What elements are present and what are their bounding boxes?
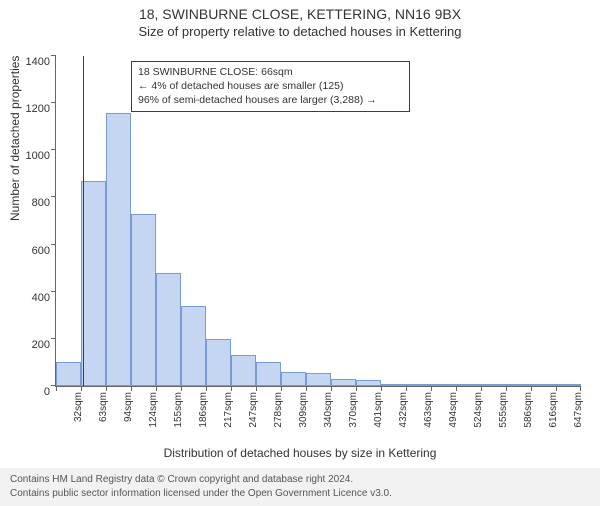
y-tick-mark <box>51 55 56 56</box>
x-tick-mark <box>281 386 282 391</box>
histogram-bar <box>356 380 381 386</box>
x-tick-label: 401sqm <box>373 392 384 428</box>
y-tick-label: 1200 <box>26 103 56 115</box>
y-tick-label: 400 <box>32 292 56 304</box>
y-tick-label: 1000 <box>26 150 56 162</box>
histogram-bar <box>81 181 106 386</box>
histogram-bar <box>506 384 531 386</box>
x-tick-mark <box>206 386 207 391</box>
y-tick-mark <box>51 291 56 292</box>
x-tick-label: 278sqm <box>273 392 284 428</box>
x-tick-label: 524sqm <box>473 392 484 428</box>
y-axis-label: Number of detached properties <box>8 56 22 221</box>
x-tick-label: 432sqm <box>398 392 409 428</box>
x-tick-label: 370sqm <box>348 392 359 428</box>
x-tick-mark <box>431 386 432 391</box>
y-tick-mark <box>51 102 56 103</box>
x-tick-mark <box>231 386 232 391</box>
annotation-box: 18 SWINBURNE CLOSE: 66sqm ← 4% of detach… <box>131 61 410 112</box>
histogram-bar <box>381 384 406 386</box>
y-tick-label: 200 <box>32 339 56 351</box>
x-tick-mark <box>306 386 307 391</box>
x-tick-mark <box>381 386 382 391</box>
x-tick-label: 186sqm <box>198 392 209 428</box>
histogram-bar <box>331 379 356 386</box>
x-tick-label: 647sqm <box>573 392 584 428</box>
chart-container: 18, SWINBURNE CLOSE, KETTERING, NN16 9BX… <box>0 6 600 506</box>
plot-area: 18 SWINBURNE CLOSE: 66sqm ← 4% of detach… <box>55 56 581 387</box>
y-tick-label: 800 <box>32 197 56 209</box>
x-tick-mark <box>156 386 157 391</box>
annotation-line-3: 96% of semi-detached houses are larger (… <box>138 93 403 107</box>
x-tick-label: 309sqm <box>298 392 309 428</box>
y-tick-mark <box>51 338 56 339</box>
histogram-bar <box>231 355 256 386</box>
footer-line-1: Contains HM Land Registry data © Crown c… <box>10 473 590 487</box>
histogram-bar <box>531 384 556 386</box>
x-tick-label: 63sqm <box>98 392 109 422</box>
annotation-line-1: 18 SWINBURNE CLOSE: 66sqm <box>138 65 403 79</box>
x-tick-mark <box>81 386 82 391</box>
histogram-bar <box>206 339 231 386</box>
x-tick-mark <box>181 386 182 391</box>
x-tick-mark <box>106 386 107 391</box>
y-tick-label: 600 <box>32 245 56 257</box>
x-tick-label: 155sqm <box>173 392 184 428</box>
x-tick-label: 124sqm <box>148 392 159 428</box>
x-tick-mark <box>531 386 532 391</box>
chart-title-sub: Size of property relative to detached ho… <box>0 24 600 39</box>
histogram-bar <box>106 113 131 386</box>
histogram-bar <box>406 384 431 386</box>
x-tick-label: 586sqm <box>523 392 534 428</box>
x-tick-mark <box>331 386 332 391</box>
x-tick-mark <box>580 386 581 391</box>
histogram-bar <box>481 384 506 386</box>
x-tick-mark <box>56 386 57 391</box>
x-tick-mark <box>506 386 507 391</box>
y-tick-label: 1400 <box>26 56 56 68</box>
x-tick-label: 32sqm <box>73 392 84 422</box>
x-tick-label: 94sqm <box>123 392 134 422</box>
y-tick-mark <box>51 244 56 245</box>
x-tick-label: 217sqm <box>223 392 234 428</box>
chart-title-main: 18, SWINBURNE CLOSE, KETTERING, NN16 9BX <box>0 6 600 22</box>
x-tick-label: 340sqm <box>323 392 334 428</box>
footer-line-2: Contains public sector information licen… <box>10 487 590 501</box>
x-tick-label: 616sqm <box>548 392 559 428</box>
x-tick-label: 555sqm <box>498 392 509 428</box>
x-axis-label: Distribution of detached houses by size … <box>0 446 600 460</box>
y-tick-mark <box>51 196 56 197</box>
histogram-bar <box>281 372 306 386</box>
x-tick-mark <box>456 386 457 391</box>
histogram-bar <box>256 362 281 386</box>
y-tick-label: 0 <box>44 386 56 398</box>
x-tick-label: 463sqm <box>423 392 434 428</box>
histogram-bar <box>456 384 481 386</box>
x-tick-label: 247sqm <box>248 392 259 428</box>
histogram-bar <box>306 373 331 386</box>
histogram-bar <box>181 306 206 386</box>
histogram-bar <box>156 273 181 386</box>
x-tick-label: 494sqm <box>448 392 459 428</box>
y-tick-mark <box>51 149 56 150</box>
x-tick-mark <box>406 386 407 391</box>
annotation-line-2: ← 4% of detached houses are smaller (125… <box>138 79 403 93</box>
x-tick-mark <box>481 386 482 391</box>
histogram-bar <box>131 214 156 386</box>
histogram-bar <box>431 384 456 386</box>
histogram-bar <box>556 384 581 386</box>
x-tick-mark <box>356 386 357 391</box>
property-marker-line <box>83 56 84 386</box>
x-tick-mark <box>556 386 557 391</box>
attribution-footer: Contains HM Land Registry data © Crown c… <box>0 468 600 506</box>
x-tick-mark <box>256 386 257 391</box>
histogram-bar <box>56 362 81 386</box>
x-tick-mark <box>131 386 132 391</box>
